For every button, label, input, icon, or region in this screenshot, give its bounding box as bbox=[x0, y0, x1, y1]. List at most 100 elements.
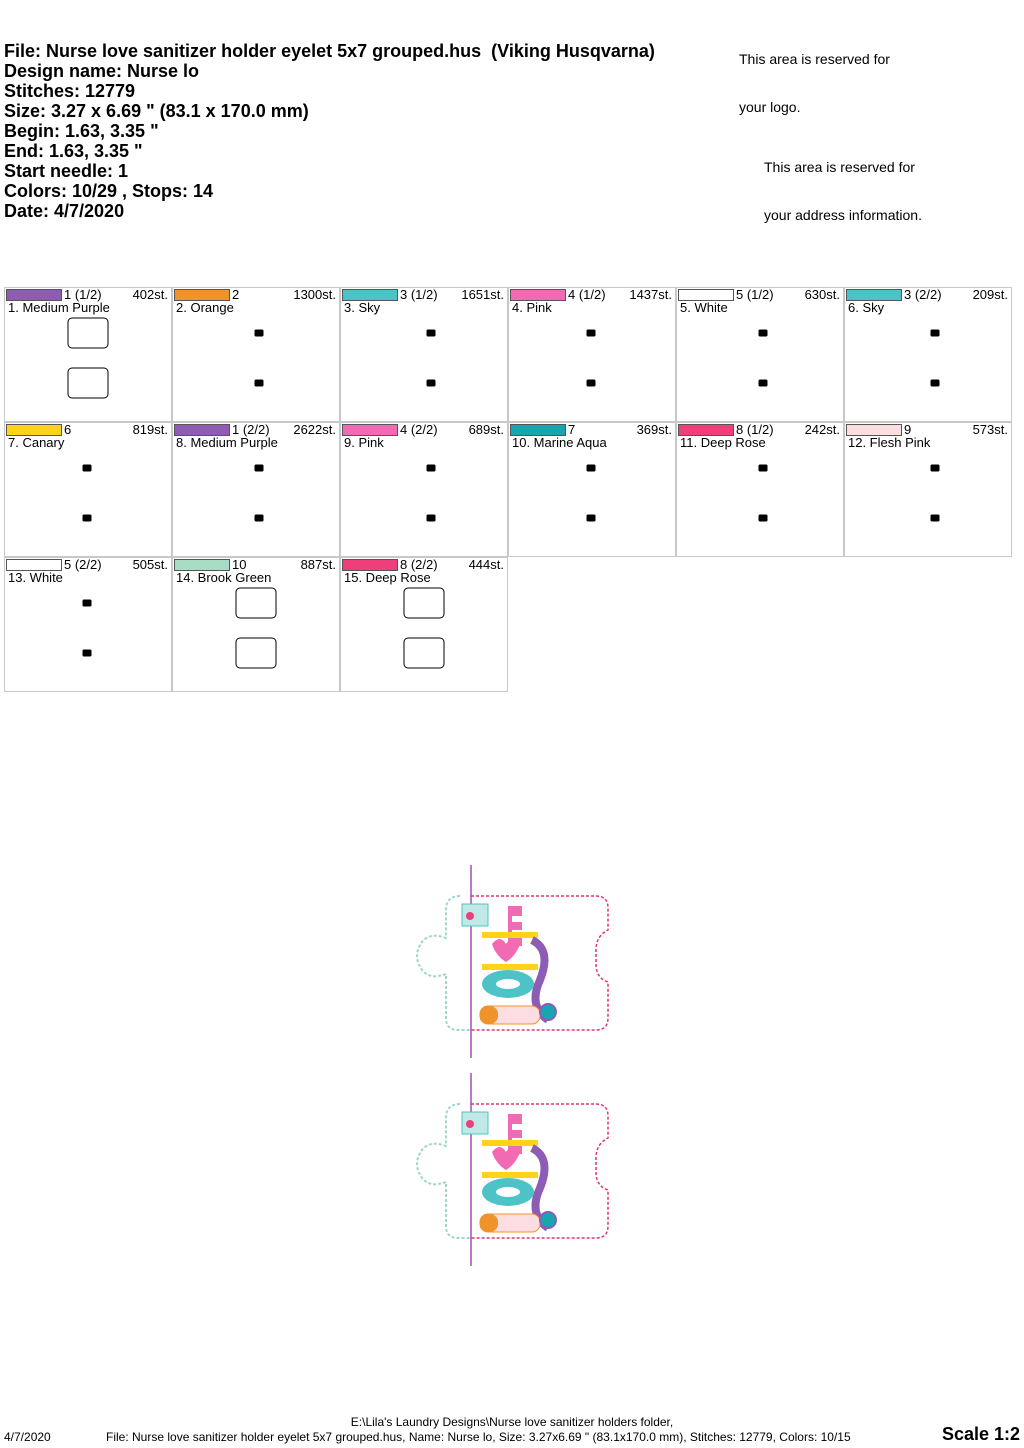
needle: 6 bbox=[64, 422, 72, 437]
header-line: Colors: 10/29 , Stops: 14 bbox=[4, 181, 214, 201]
thumbnail bbox=[254, 329, 264, 387]
needle: 10 bbox=[232, 557, 247, 572]
thumbnail-shape bbox=[426, 379, 436, 387]
color-name: 8. Medium Purple bbox=[176, 435, 278, 450]
needle: 4 (1/2) bbox=[568, 287, 606, 302]
color-swatch bbox=[678, 424, 734, 436]
thumbnail-shape bbox=[235, 587, 277, 619]
thumbnail-shape bbox=[930, 379, 940, 387]
stitch-count: 209st. bbox=[972, 287, 1008, 302]
color-cell: 2 1300st. 2. Orange bbox=[172, 287, 340, 422]
stitch-count: 505st. bbox=[132, 557, 168, 572]
color-swatch bbox=[342, 424, 398, 436]
stitch-count: 2622st. bbox=[293, 422, 336, 437]
color-swatch bbox=[6, 559, 62, 571]
address-note: This area is reserved for your address i… bbox=[764, 127, 922, 255]
thumbnail-shape bbox=[82, 599, 92, 607]
color-swatch bbox=[510, 424, 566, 436]
thumbnail-shape bbox=[930, 464, 940, 472]
color-swatch bbox=[6, 424, 62, 436]
thumbnail-shape bbox=[426, 464, 436, 472]
color-cell: 9 573st. 12. Flesh Pink bbox=[844, 422, 1012, 557]
note-line: your logo. bbox=[739, 99, 801, 115]
color-cell: 8 (2/2) 444st. 15. Deep Rose bbox=[340, 557, 508, 692]
thumbnail bbox=[930, 329, 940, 387]
needle: 7 bbox=[568, 422, 576, 437]
thumbnail-shape bbox=[586, 514, 596, 522]
header-line: File: Nurse love sanitizer holder eyelet… bbox=[4, 41, 655, 61]
header-line: Stitches: 12779 bbox=[4, 81, 136, 101]
needle: 1 (1/2) bbox=[64, 287, 102, 302]
stitch-count: 1437st. bbox=[629, 287, 672, 302]
color-swatch bbox=[342, 559, 398, 571]
thumbnail-shape bbox=[426, 514, 436, 522]
thumbnail bbox=[758, 329, 768, 387]
header-line: Date: 4/7/2020 bbox=[4, 201, 125, 221]
stitch-count: 689st. bbox=[468, 422, 504, 437]
thumbnail-shape bbox=[930, 514, 940, 522]
color-cell: 1 (1/2) 402st. 1. Medium Purple bbox=[4, 287, 172, 422]
note-line: This area is reserved for bbox=[764, 159, 915, 175]
color-cell: 10 887st. 14. Brook Green bbox=[172, 557, 340, 692]
note-line: your address information. bbox=[764, 207, 922, 223]
color-cell: 7 369st. 10. Marine Aqua bbox=[508, 422, 676, 557]
color-name: 6. Sky bbox=[848, 300, 885, 315]
color-name: 7. Canary bbox=[8, 435, 65, 450]
color-name: 9. Pink bbox=[344, 435, 384, 450]
design-tag bbox=[416, 865, 609, 1058]
thumbnail-shape bbox=[82, 464, 92, 472]
stitch-count: 819st. bbox=[132, 422, 168, 437]
thumbnail-shape bbox=[403, 587, 445, 619]
thumbnail-shape bbox=[930, 329, 940, 337]
needle: 2 bbox=[232, 287, 240, 302]
thumbnail-shape bbox=[235, 637, 277, 669]
color-swatch bbox=[846, 424, 902, 436]
thumbnail bbox=[67, 317, 109, 399]
color-swatch bbox=[846, 289, 902, 301]
color-swatch bbox=[510, 289, 566, 301]
color-name: 15. Deep Rose bbox=[344, 570, 431, 585]
color-name: 10. Marine Aqua bbox=[512, 435, 607, 450]
thumbnail bbox=[426, 464, 436, 522]
color-name: 4. Pink bbox=[512, 300, 552, 315]
color-cell: 5 (1/2) 630st. 5. White bbox=[676, 287, 844, 422]
thumbnail-shape bbox=[758, 464, 768, 472]
footer-summary: File: Nurse love sanitizer holder eyelet… bbox=[106, 1430, 851, 1444]
note-line: This area is reserved for bbox=[739, 51, 890, 67]
header-line: Start needle: 1 bbox=[4, 161, 129, 181]
color-swatch bbox=[174, 559, 230, 571]
color-swatch bbox=[6, 289, 62, 301]
stitch-count: 573st. bbox=[972, 422, 1008, 437]
stitch-count: 1651st. bbox=[461, 287, 504, 302]
stitch-count: 402st. bbox=[132, 287, 168, 302]
color-swatch bbox=[174, 424, 230, 436]
thumbnail bbox=[82, 599, 92, 657]
thumbnail-shape bbox=[758, 329, 768, 337]
thumbnail-shape bbox=[67, 367, 109, 399]
stitch-count: 242st. bbox=[804, 422, 840, 437]
thumbnail-shape bbox=[82, 649, 92, 657]
needle: 8 (1/2) bbox=[736, 422, 774, 437]
color-swatch bbox=[678, 289, 734, 301]
color-name: 1. Medium Purple bbox=[8, 300, 110, 315]
thumbnail-shape bbox=[758, 379, 768, 387]
needle: 3 (1/2) bbox=[400, 287, 438, 302]
color-name: 11. Deep Rose bbox=[680, 435, 766, 450]
color-name: 2. Orange bbox=[176, 300, 234, 315]
thumbnail-shape bbox=[586, 379, 596, 387]
thumbnail-shape bbox=[426, 329, 436, 337]
thumbnail bbox=[254, 464, 264, 522]
thumbnail-shape bbox=[82, 514, 92, 522]
thumbnail-shape bbox=[254, 514, 264, 522]
thumbnail bbox=[758, 464, 768, 522]
needle: 9 bbox=[904, 422, 912, 437]
thumbnail-shape bbox=[586, 464, 596, 472]
color-name: 5. White bbox=[680, 300, 728, 315]
thumbnail bbox=[586, 329, 596, 387]
color-swatch bbox=[174, 289, 230, 301]
design-preview bbox=[400, 865, 630, 1270]
color-name: 13. White bbox=[8, 570, 63, 585]
stitch-count: 369st. bbox=[636, 422, 672, 437]
needle: 4 (2/2) bbox=[400, 422, 438, 437]
header-line: Begin: 1.63, 3.35 " bbox=[4, 121, 159, 141]
